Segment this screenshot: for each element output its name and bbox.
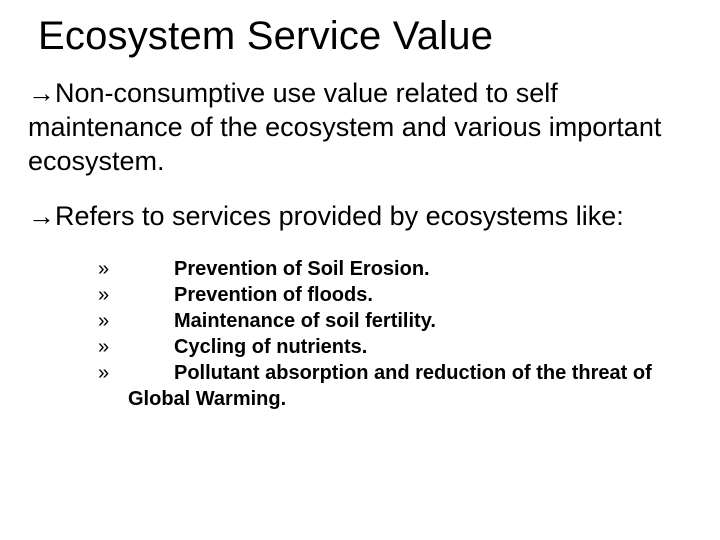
paragraph-2-text: Refers to services provided by ecosystem… <box>55 201 624 231</box>
list-item-text: Prevention of floods. <box>174 284 373 306</box>
paragraph-1-text: Non-consumptive use value related to sel… <box>28 78 661 176</box>
list-item-text: Prevention of Soil Erosion. <box>174 258 430 280</box>
list-item: » Maintenance of soil fertility. <box>128 308 664 334</box>
list-item-text: Pollutant absorption and reduction of th… <box>174 362 652 384</box>
list-marker-icon: » <box>128 308 150 334</box>
list-item-text: Maintenance of soil fertility. <box>174 310 436 332</box>
slide: Ecosystem Service Value →Non-consumptive… <box>0 0 720 540</box>
paragraph-1: →Non-consumptive use value related to se… <box>28 77 692 178</box>
paragraph-2: →Refers to services provided by ecosyste… <box>28 200 692 234</box>
list-item-wrap: Global Warming. <box>128 386 664 412</box>
list-item: » Cycling of nutrients. <box>128 334 664 360</box>
list-marker-icon: » <box>128 256 150 282</box>
list-marker-icon: » <box>128 360 150 386</box>
list-item: » Prevention of Soil Erosion. <box>128 256 664 282</box>
arrow-icon: → <box>28 78 55 108</box>
list-item: » Prevention of floods. <box>128 282 664 308</box>
list-marker-icon: » <box>128 334 150 360</box>
list-item-text: Cycling of nutrients. <box>174 336 367 358</box>
bullet-list: » Prevention of Soil Erosion. » Prevention… <box>128 256 664 412</box>
list-item: » Pollutant absorption and reduction of t… <box>128 360 664 386</box>
slide-title: Ecosystem Service Value <box>28 14 692 59</box>
list-marker-icon: » <box>128 282 150 308</box>
arrow-icon: → <box>28 201 55 231</box>
